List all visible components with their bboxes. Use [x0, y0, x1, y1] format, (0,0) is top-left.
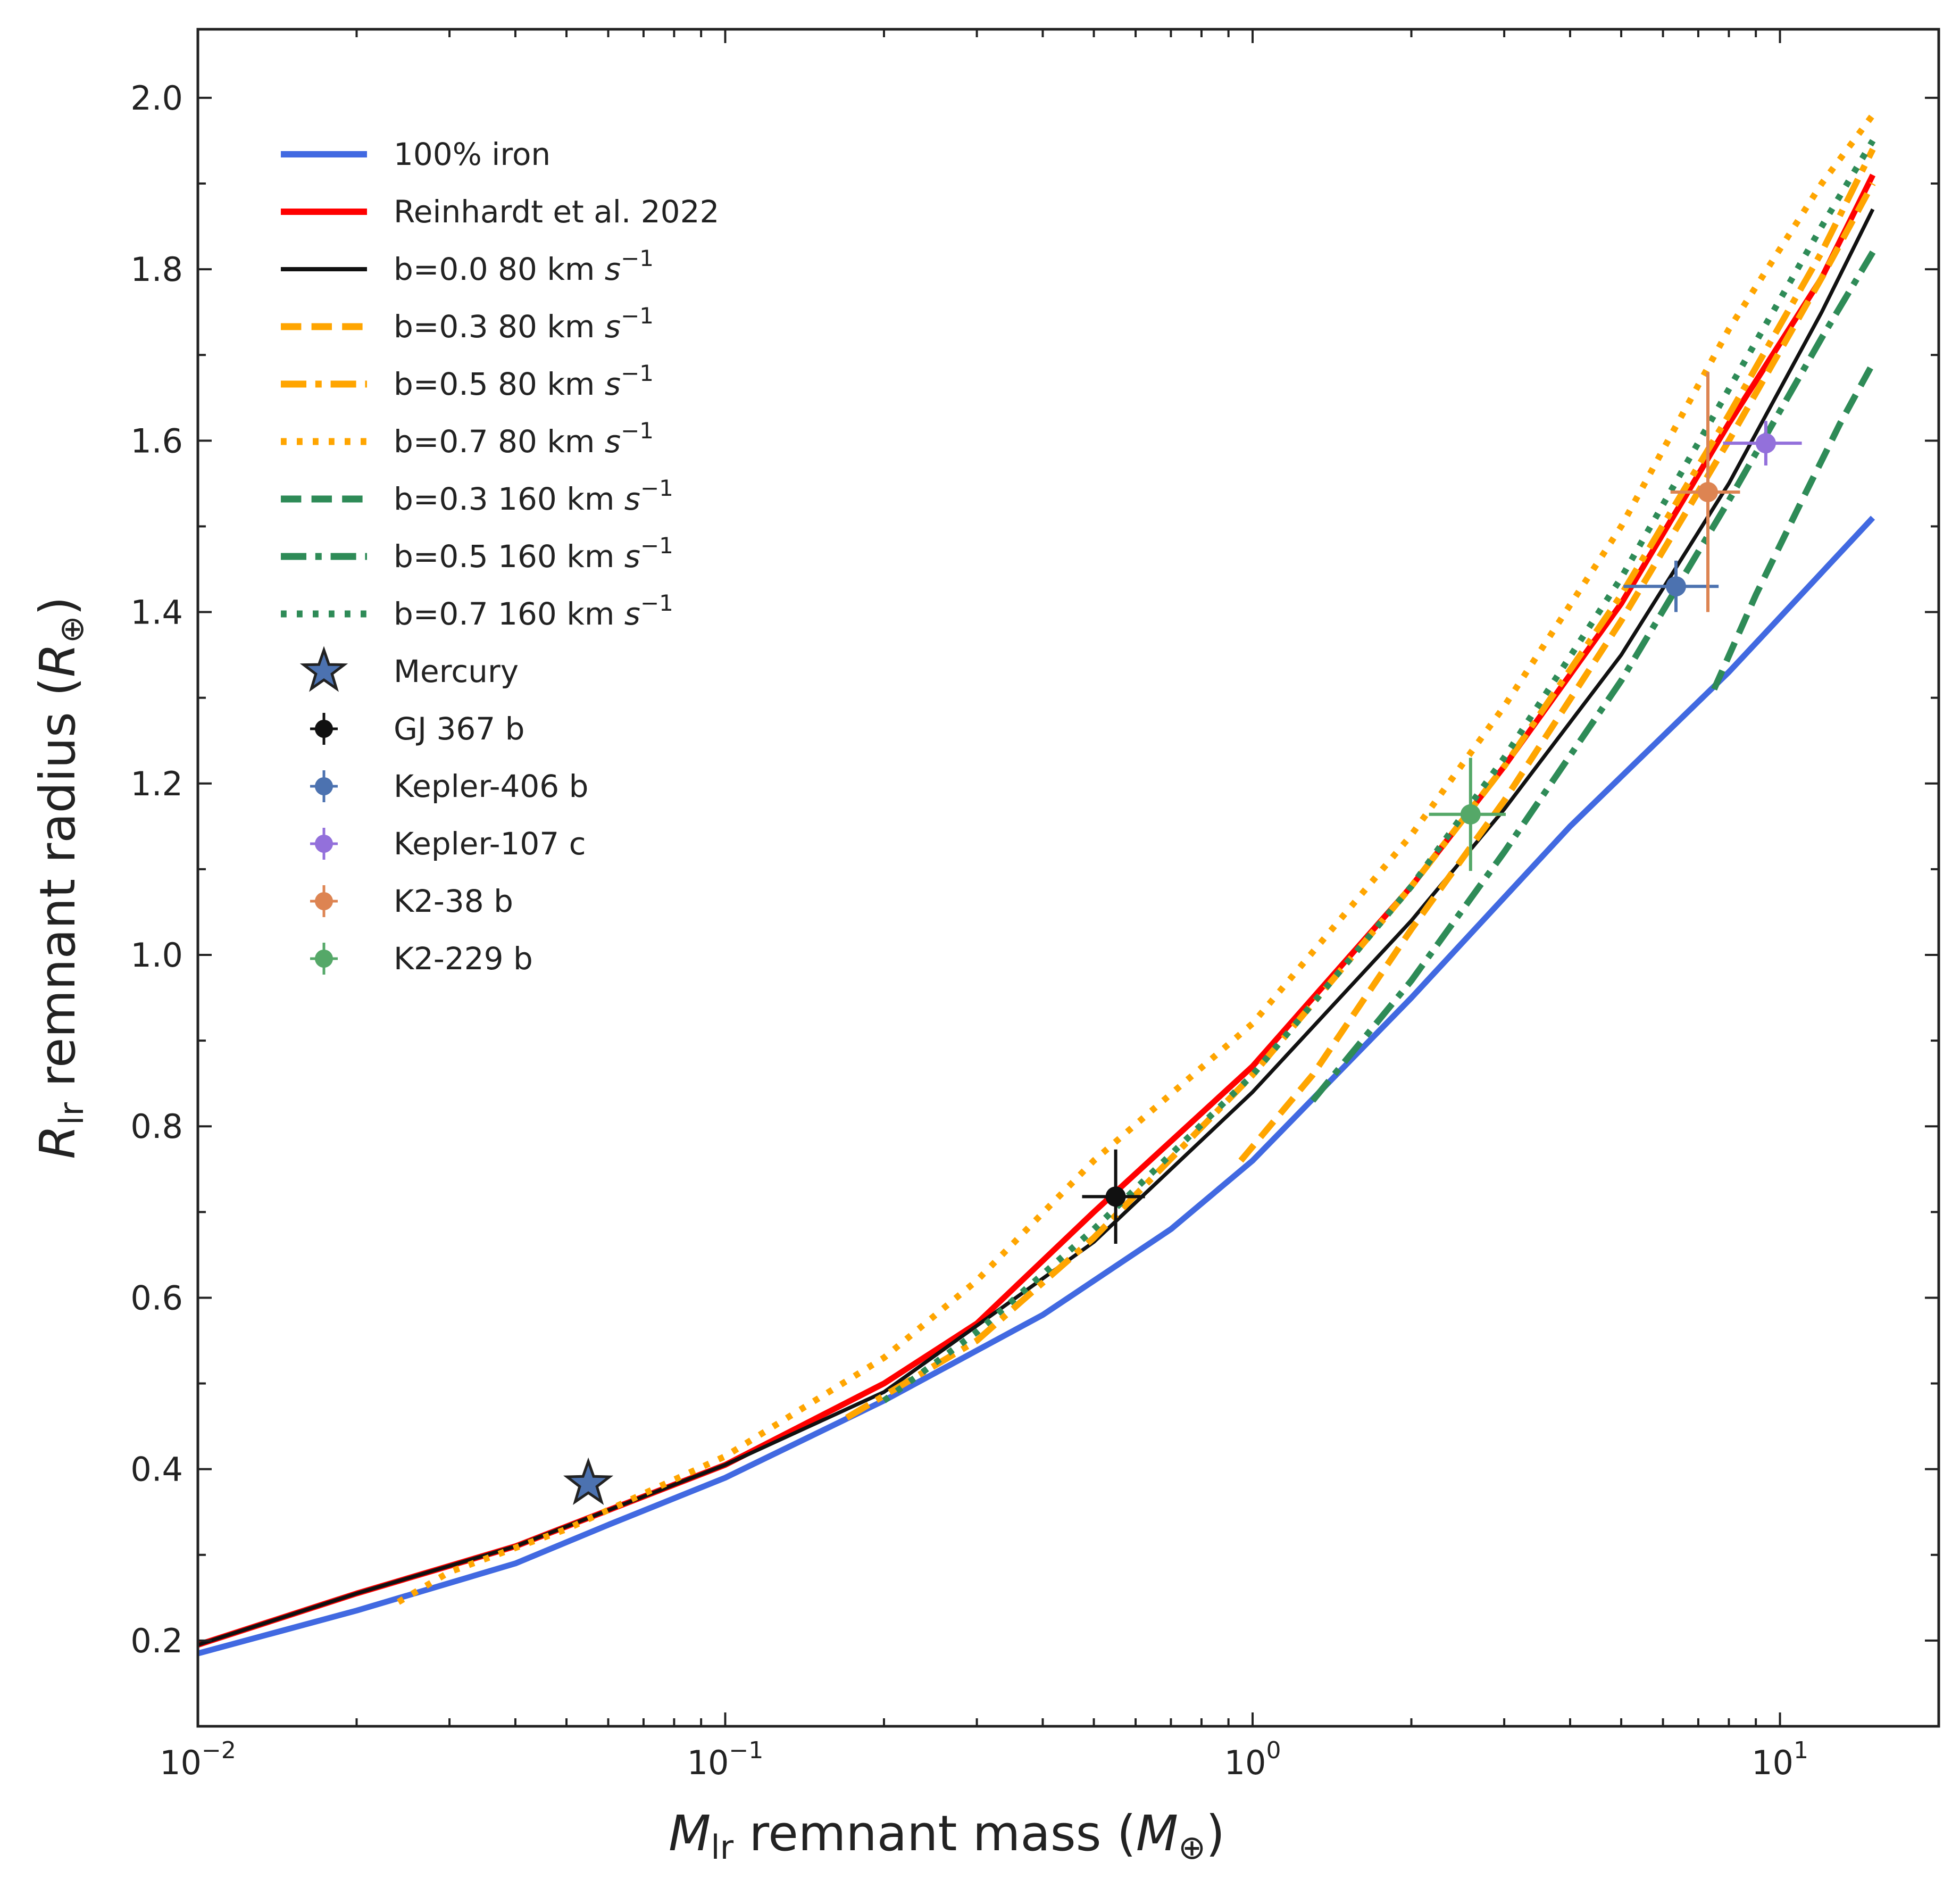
marker-k2-38-b [1698, 482, 1719, 502]
legend: 100% iron Reinhardt et al. 2022 b=0.0 80 k… [281, 136, 719, 977]
legend-swatch-gj-367-b [315, 720, 333, 738]
series-line-b-0-7-80-km-5 [396, 113, 1875, 1605]
ticks-layer: 10−2 10−1 100 101 0.2 0.4 0.6 0.8 1.0 1.2 1.4 1.6 1.… [130, 29, 1940, 1782]
legend-label-k2-38-b: K2-38 b [394, 883, 513, 919]
series-line-b-0-7-160-km-8 [882, 139, 1876, 1403]
y-tick-label: 0.6 [130, 1278, 183, 1317]
series-line-100-iron-0 [198, 515, 1875, 1657]
marker-kepler-107-c [1755, 433, 1776, 454]
marker-k2-229-b [1460, 804, 1481, 825]
marker-gj-367-b [1105, 1186, 1126, 1207]
legend-label-mercury: Mercury [394, 653, 519, 689]
legend-label-b-0-3-160-km: b=0.3 160 km s−1 [394, 475, 673, 517]
legend-label-gj-367-b: GJ 367 b [394, 711, 524, 747]
y-tick-label: 1.8 [130, 250, 183, 289]
y-tick-label: 0.2 [130, 1621, 183, 1660]
plot-area-frame [196, 28, 1940, 1728]
x-tick-label: 10−1 [687, 1737, 764, 1782]
legend-label-kepler-406-b: Kepler-406 b [394, 768, 588, 804]
series-layer [198, 113, 1876, 1657]
y-tick-label: 0.8 [130, 1107, 183, 1146]
legend-label-b-0-0-80-km: b=0.0 80 km s−1 [394, 245, 654, 287]
y-tick-label: 1.0 [130, 936, 183, 975]
series-line-b-0-3-80-km-3 [1238, 182, 1876, 1163]
legend-label-reinhardt-et-al-2022: Reinhardt et al. 2022 [394, 194, 719, 230]
y-tick-label: 2.0 [130, 79, 183, 118]
series-line-b-0-5-160-km-7 [1310, 250, 1876, 1103]
legend-swatch-kepler-107-c [315, 835, 333, 853]
data-points-layer [563, 372, 1802, 1506]
y-tick-label: 0.4 [130, 1450, 183, 1489]
legend-label-100-iron: 100% iron [394, 136, 551, 172]
marker-kepler-406-b [1665, 576, 1686, 597]
legend-swatch-mercury [299, 646, 348, 692]
legend-swatch-kepler-406-b [315, 777, 333, 795]
y-tick-label: 1.2 [130, 764, 183, 803]
legend-swatch-k2-38-b [315, 892, 333, 910]
legend-label-b-0-5-80-km: b=0.5 80 km s−1 [394, 360, 654, 402]
series-line-b-0-3-160-km-6 [1711, 362, 1876, 691]
legend-label-b-0-7-80-km: b=0.7 80 km s−1 [394, 418, 654, 460]
y-tick-label: 1.4 [130, 593, 183, 632]
x-tick-label: 101 [1752, 1737, 1808, 1782]
marker-mercury [563, 1457, 614, 1506]
y-tick-label: 1.6 [130, 421, 183, 460]
legend-label-kepler-107-c: Kepler-107 c [394, 826, 586, 862]
x-axis-title: Mlr remnant mass (M⊕) [669, 1805, 1225, 1867]
x-tick-label: 100 [1224, 1737, 1281, 1782]
legend-label-b-0-7-160-km: b=0.7 160 km s−1 [394, 590, 673, 632]
legend-swatch-k2-229-b [315, 950, 333, 968]
legend-label-b-0-5-160-km: b=0.5 160 km s−1 [394, 533, 673, 575]
legend-label-k2-229-b: K2-229 b [394, 941, 533, 977]
y-axis-title: Rlr remnant radius (R⊕) [29, 596, 91, 1159]
x-tick-label: 10−2 [160, 1737, 236, 1782]
legend-label-b-0-3-80-km: b=0.3 80 km s−1 [394, 303, 654, 345]
